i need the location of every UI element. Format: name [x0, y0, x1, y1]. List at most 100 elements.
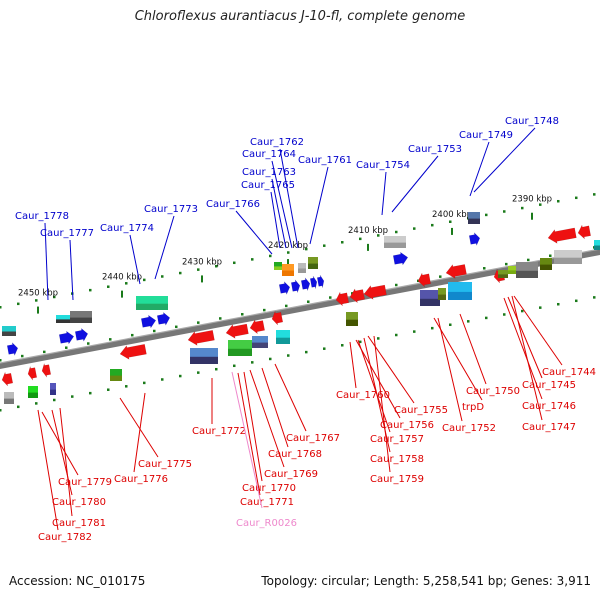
gene-feature-block-shade	[136, 303, 168, 310]
forward-gene-arrow	[58, 330, 75, 345]
outer-dotted-guide	[0, 306, 2, 309]
gene-feature-block-shade	[308, 263, 318, 269]
reverse-gene-label: Caur_1757	[370, 434, 424, 445]
forward-gene-arrow	[140, 314, 157, 329]
reverse-gene-arrow	[417, 272, 431, 288]
outer-dotted-guide	[431, 223, 434, 227]
gene-feature-block-shade	[346, 319, 358, 326]
reverse-gene-label: Caur_1771	[240, 497, 294, 508]
scale-label: 2400 kbp	[432, 210, 472, 220]
forward-label-leader	[381, 171, 387, 216]
mid-dotted-guide	[395, 283, 398, 287]
mid-dotted-guide	[0, 359, 2, 362]
gene-feature-block-shade	[448, 291, 472, 300]
gene-feature-block-shade	[56, 319, 70, 323]
forward-gene-label: Caur_1774	[100, 223, 154, 234]
reverse-gene-label: Caur_1772	[192, 426, 246, 437]
forward-gene-arrow	[290, 279, 301, 293]
reverse-label-leader	[249, 369, 285, 468]
scale-label: 2440 kbp	[102, 273, 142, 283]
gene-feature-block	[2, 326, 16, 336]
forward-gene-arrow	[74, 327, 89, 342]
forward-gene-label: Caur_1764	[242, 149, 296, 160]
mid-dotted-guide	[197, 321, 200, 324]
reverse-gene-label: Caur_1776	[114, 474, 168, 485]
forward-label-leader	[270, 191, 281, 249]
outer-dotted-guide	[89, 288, 92, 292]
genome-backbone	[0, 249, 600, 369]
reverse-gene-arrow	[225, 323, 249, 339]
mid-dotted-guide	[549, 254, 552, 257]
mid-dotted-guide	[153, 329, 156, 333]
outer-dotted-guide	[323, 244, 326, 247]
forward-gene-label: Caur_1766	[206, 199, 260, 210]
mid-dotted-guide	[131, 333, 134, 337]
inner-dotted-guide	[359, 340, 362, 344]
forward-gene-arrow	[392, 251, 409, 266]
genome-title: Chloroflexus aurantiacus J-10-fl, comple…	[134, 9, 466, 24]
outer-dotted-guide	[539, 203, 542, 206]
gene-feature-block-shade	[28, 392, 38, 398]
gene-feature-block-shade	[554, 257, 582, 264]
gene-feature-block	[4, 392, 14, 404]
gene-feature-block-shade	[4, 398, 14, 404]
reverse-label-leader	[51, 409, 73, 496]
forward-label-leader	[69, 239, 74, 301]
reverse-label-leader	[507, 296, 543, 379]
reverse-gene-label: Caur_1744	[542, 367, 596, 378]
scale-label: 2390 kbp	[512, 195, 552, 205]
outer-dotted-guide	[269, 254, 272, 258]
inner-dotted-guide	[539, 306, 542, 309]
inner-dotted-guide	[143, 381, 146, 385]
reverse-label-leader	[433, 317, 483, 401]
reverse-gene-arrow	[335, 291, 349, 307]
outer-dotted-guide	[53, 295, 56, 299]
rna-label-leader	[231, 371, 263, 509]
reverse-gene-arrow	[349, 288, 365, 304]
forward-gene-arrow	[6, 341, 19, 357]
gene-feature-block-shade	[516, 270, 538, 278]
reverse-label-leader	[437, 317, 463, 422]
forward-gene-label: Caur_1763	[242, 167, 296, 178]
reverse-gene-label: Caur_1768	[268, 449, 322, 460]
reverse-gene-arrow	[1, 371, 14, 387]
mid-dotted-guide	[527, 258, 530, 262]
inner-dotted-guide	[485, 316, 488, 320]
inner-dotted-guide	[233, 364, 236, 368]
inner-dotted-guide	[503, 313, 506, 316]
reverse-label-leader	[37, 409, 59, 531]
outer-dotted-guide	[395, 230, 398, 234]
gene-feature-block-shade	[468, 218, 480, 224]
gene-feature-block	[438, 288, 446, 300]
reverse-gene-label: Caur_1745	[522, 380, 576, 391]
forward-gene-label: Caur_1754	[356, 160, 410, 171]
reverse-gene-arrow	[445, 263, 467, 279]
gene-feature-block-shade	[276, 337, 290, 344]
reverse-gene-label: Caur_1747	[522, 422, 576, 433]
gene-feature-block-shade	[110, 375, 122, 381]
inner-dotted-guide	[89, 391, 92, 395]
inner-dotted-guide	[395, 333, 398, 337]
inner-dotted-guide	[377, 337, 380, 340]
reverse-gene-arrow	[27, 366, 38, 382]
forward-gene-label: Caur_1765	[241, 180, 295, 191]
outer-dotted-guide	[575, 196, 578, 200]
outer-dotted-guide	[233, 261, 236, 265]
forward-gene-label: Caur_1761	[298, 155, 352, 166]
reverse-label-leader	[237, 372, 261, 496]
reverse-gene-label: Caur_1767	[286, 433, 340, 444]
genome-summary-text: Topology: circular; Length: 5,258,541 bp…	[261, 574, 591, 588]
outer-dotted-guide	[341, 241, 344, 244]
inner-dotted-guide	[125, 385, 128, 388]
forward-label-leader	[129, 234, 141, 285]
reverse-gene-label: Caur_1780	[52, 497, 106, 508]
reverse-gene-label: Caur_1760	[336, 390, 390, 401]
forward-gene-label: Caur_1773	[144, 204, 198, 215]
reverse-label-leader	[459, 313, 487, 385]
mid-dotted-guide	[263, 308, 266, 312]
reverse-gene-label: Caur_1750	[466, 386, 520, 397]
gene-feature-block-shade	[384, 242, 406, 248]
reverse-gene-label: Caur_1759	[370, 474, 424, 485]
mid-dotted-guide	[483, 267, 486, 270]
outer-dotted-guide	[287, 251, 290, 254]
